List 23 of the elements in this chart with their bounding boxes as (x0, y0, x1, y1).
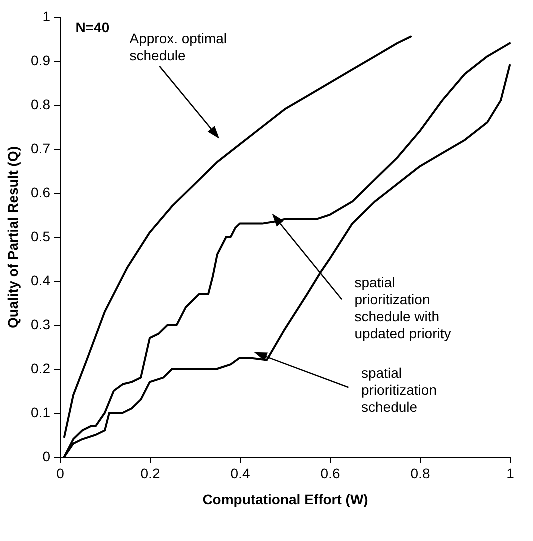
annotation: Approx. optimal schedule (130, 30, 228, 64)
x-tick-label: 0.8 (410, 466, 430, 482)
annotation: N=40 (76, 19, 110, 36)
x-tick-label: 0.6 (320, 466, 340, 482)
x-axis-title: Computational Effort (W) (202, 492, 368, 508)
x-tick-label: 0.2 (140, 466, 160, 482)
y-tick-label: 0.7 (31, 140, 51, 156)
y-tick-label: 0.9 (31, 52, 51, 68)
x-tick-label: 0.4 (230, 466, 250, 482)
y-tick-label: 0.2 (31, 360, 51, 376)
annotation: spatial prioritization schedule (362, 364, 437, 415)
y-axis-title: Quality of Partial Result (Q) (5, 146, 22, 329)
x-tick-label: 1 (506, 466, 515, 482)
y-tick-label: 0.4 (31, 272, 51, 288)
y-tick-label: 1 (42, 8, 51, 24)
annotation: spatial prioritization schedule with updated priority (354, 274, 452, 342)
y-tick-label: 0.6 (31, 184, 51, 200)
x-tick-label: 0 (56, 466, 65, 482)
y-tick-label: 0.1 (31, 404, 51, 420)
y-tick-label: 0 (42, 448, 51, 464)
y-tick-label: 0.5 (31, 228, 51, 244)
y-tick-label: 0.8 (31, 96, 51, 112)
y-tick-label: 0.3 (31, 316, 51, 332)
